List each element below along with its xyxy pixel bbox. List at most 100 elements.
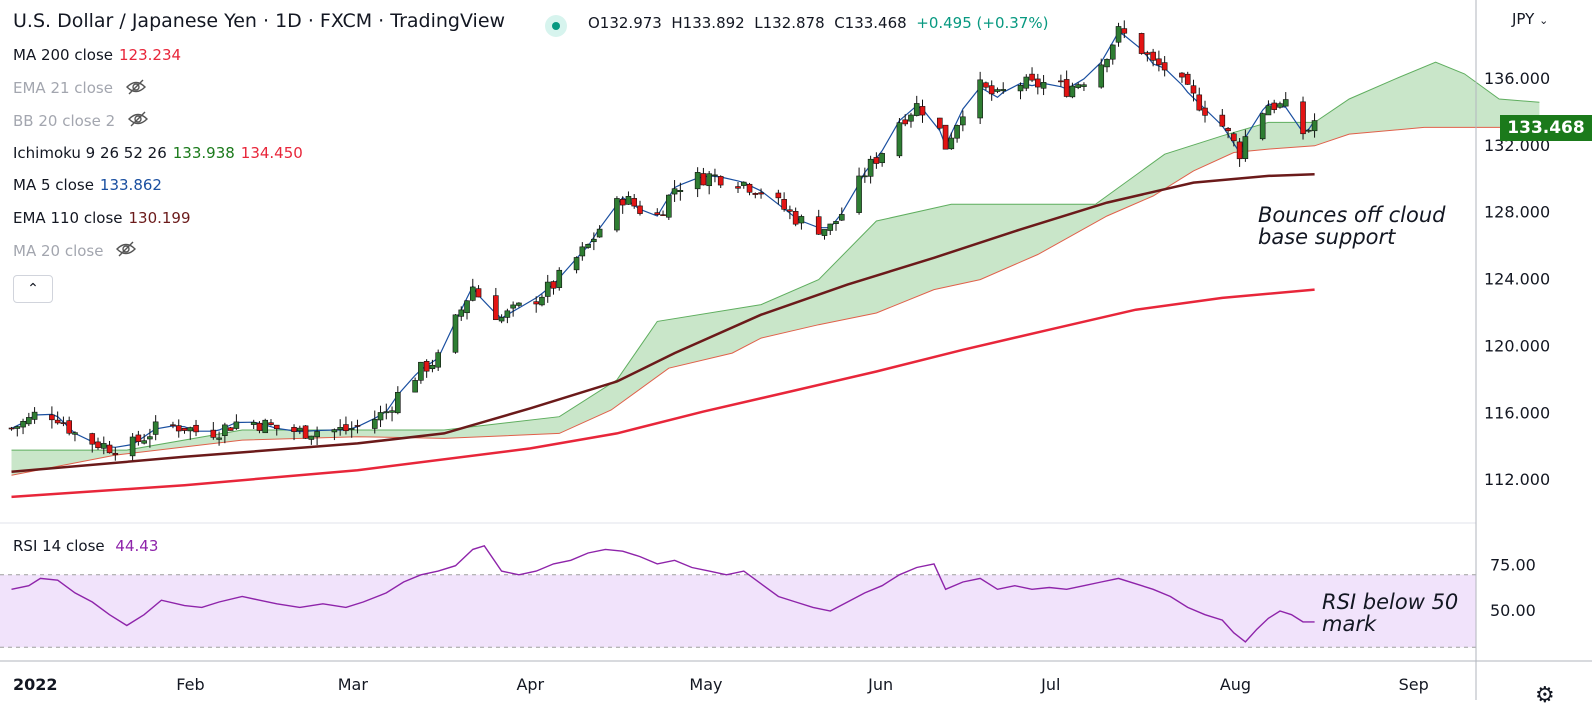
- candle-up: [452, 314, 459, 353]
- candle-up: [262, 419, 269, 434]
- candle-up: [948, 137, 955, 150]
- candle-down: [1063, 79, 1070, 97]
- low-value: L132.878: [754, 14, 825, 32]
- candle-up: [666, 194, 672, 218]
- candle-down: [1035, 78, 1041, 88]
- cloud-annotation-line2: base support: [1258, 225, 1396, 249]
- rsi-line: [11, 544, 1315, 643]
- candlesticks: [8, 20, 1318, 461]
- indicator-value: 133.862: [99, 176, 162, 194]
- candle-down: [717, 176, 724, 186]
- candle-up: [677, 190, 684, 193]
- indicator-legend-row[interactable]: Ichimoku 9 26 52 26 133.938 134.450: [13, 144, 309, 162]
- rsi-tick-label: 75.00: [1490, 556, 1536, 575]
- candle-down: [193, 424, 199, 433]
- candle-up: [250, 422, 257, 425]
- candle-up: [337, 427, 343, 430]
- currency-selector[interactable]: JPY ⌄: [1512, 10, 1548, 28]
- candle-down: [1231, 133, 1237, 142]
- candle-down: [936, 117, 943, 129]
- indicator-legend-row[interactable]: MA 5 close 133.862: [13, 176, 168, 194]
- candle-down: [1179, 72, 1185, 78]
- candle-down: [815, 216, 822, 235]
- price-tick-label: 120.000: [1484, 336, 1550, 355]
- indicator-label: EMA 21 close: [13, 79, 113, 97]
- market-status-icon[interactable]: [545, 15, 567, 37]
- high-value: H133.892: [671, 14, 745, 32]
- rsi-legend: RSI 14 close 44.43: [13, 537, 164, 555]
- current-price-tag: 133.468: [1500, 115, 1592, 141]
- indicator-label: EMA 110 close: [13, 208, 123, 227]
- candle-up: [625, 196, 632, 205]
- candle-up: [706, 173, 712, 187]
- candle-down: [1271, 102, 1278, 110]
- candle-down: [631, 198, 638, 207]
- time-tick-label: Jun: [867, 675, 893, 694]
- candle-up: [187, 427, 194, 432]
- indicator-legend-row[interactable]: MA 20 close: [13, 241, 143, 261]
- candle-down: [1138, 33, 1145, 54]
- candle-up: [331, 429, 338, 433]
- candle-down: [273, 424, 280, 430]
- candle-down: [475, 288, 482, 298]
- candle-up: [412, 380, 418, 393]
- candle-up: [1023, 76, 1030, 89]
- collapse-legend-button[interactable]: ⌃: [13, 275, 53, 303]
- candle-down: [1184, 73, 1191, 85]
- candle-up: [1109, 44, 1116, 60]
- rsi-legend-value: 44.43: [115, 537, 159, 555]
- indicator-value: 130.199: [128, 208, 191, 227]
- indicator-label: Ichimoku 9 26 52 26: [13, 143, 167, 162]
- candle-up: [418, 361, 424, 381]
- candle-down: [619, 199, 626, 206]
- candle-up: [510, 304, 516, 309]
- candle-down: [1196, 94, 1203, 111]
- candle-up: [1069, 85, 1076, 98]
- candle-down: [1202, 107, 1208, 116]
- candle-up: [1265, 105, 1272, 116]
- candle-down: [1236, 141, 1243, 160]
- candle-up: [1311, 120, 1318, 132]
- candle-up: [954, 125, 960, 139]
- candle-down: [112, 453, 119, 456]
- time-tick-label: Mar: [338, 675, 369, 694]
- cloud-annotation-line1: Bounces off cloud: [1258, 203, 1446, 227]
- time-tick-label: Feb: [176, 675, 204, 694]
- candle-down: [256, 422, 263, 431]
- currency-label: JPY: [1512, 10, 1535, 28]
- ma200-line: [11, 288, 1315, 499]
- candle-up: [994, 89, 1001, 92]
- candle-up: [458, 309, 465, 317]
- candle-up: [1277, 103, 1283, 108]
- eye-hidden-icon[interactable]: [125, 79, 147, 99]
- indicator-legend-row[interactable]: BB 20 close 2: [13, 111, 155, 131]
- candle-down: [758, 192, 764, 195]
- rsi-legend-label: RSI 14 close: [13, 537, 105, 555]
- candle-up: [960, 116, 966, 126]
- candle-up: [614, 198, 620, 231]
- candle-down: [792, 211, 799, 225]
- candle-down: [1029, 73, 1035, 81]
- indicator-legend-row[interactable]: MA 200 close 123.234: [13, 46, 187, 64]
- candle-down: [533, 301, 540, 305]
- candle-down: [54, 419, 61, 424]
- open-value: O132.973: [588, 14, 662, 32]
- cloud-fill: [11, 62, 1540, 476]
- candle-up: [585, 243, 591, 248]
- candle-down: [60, 422, 67, 424]
- senkou-span-b: [11, 126, 1540, 476]
- candle-up: [1115, 26, 1122, 43]
- rsi-annotation-line2: mark: [1322, 612, 1377, 636]
- indicator-legend-row[interactable]: EMA 110 close 130.199: [13, 209, 197, 227]
- eye-hidden-icon[interactable]: [127, 111, 149, 131]
- rsi-pane[interactable]: [0, 544, 1476, 648]
- candle-up: [896, 122, 903, 157]
- candle-up: [389, 410, 395, 413]
- candle-up: [504, 310, 511, 318]
- candle-up: [740, 181, 747, 186]
- indicator-legend-row[interactable]: EMA 21 close: [13, 79, 153, 99]
- eye-hidden-icon[interactable]: [115, 241, 137, 261]
- gear-icon[interactable]: ⚙: [1535, 683, 1555, 708]
- candle-up: [908, 114, 914, 122]
